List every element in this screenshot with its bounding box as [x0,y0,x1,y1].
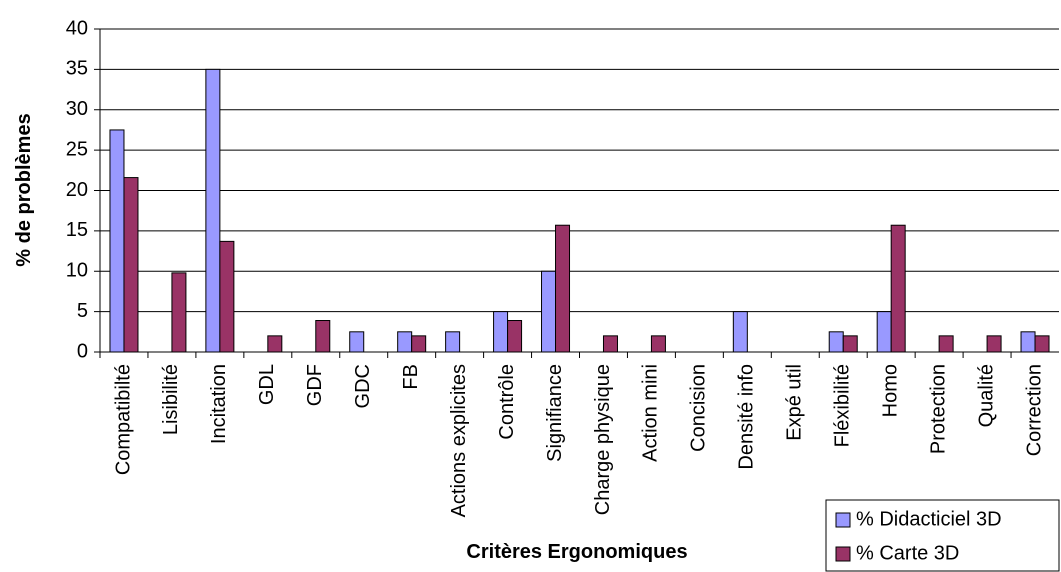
y-tick-label: 35 [66,58,88,80]
x-tick-label: Compatibilté [112,364,134,475]
bar [876,311,892,353]
x-tick-label: GDF [304,364,326,406]
bar [109,129,125,353]
y-axis-label: % de problèmes [13,113,35,266]
x-tick-label: Lisibilité [160,364,182,435]
x-tick-label: Homo [879,364,901,417]
bar [315,320,331,353]
x-tick-label: Signifiance [544,364,566,462]
x-tick-label: FB [400,364,422,390]
x-tick-label: Concision [688,364,710,452]
bar [828,331,844,353]
bar [349,331,365,353]
bar [938,335,954,353]
bar [171,272,187,353]
bar [411,335,427,353]
x-axis-label: Critères Ergonomiques [466,541,687,563]
bar [445,331,461,353]
bar [1020,331,1036,353]
bar [890,224,906,353]
bar [267,335,283,353]
x-tick-label: Fléxibilité [832,364,854,447]
x-tick-label: Qualité [975,364,997,427]
legend-label: % Didacticiel 3D [856,508,1002,530]
bar [842,335,858,353]
bar [986,335,1002,353]
bar [650,335,666,353]
y-tick-label: 15 [66,219,88,241]
bar [493,311,509,353]
legend-box [825,499,1060,572]
bar [602,335,618,353]
bar [555,224,571,353]
legend-label: % Carte 3D [856,542,959,564]
y-tick-label: 30 [66,98,88,120]
x-tick-label: Contrôle [496,364,518,440]
y-tick-label: 25 [66,138,88,160]
bar [1034,335,1050,353]
x-tick-label: Densité info [736,364,758,470]
y-tick-label: 40 [66,17,88,39]
bar [732,311,748,353]
x-tick-label: Incitation [208,364,230,444]
bar [205,68,221,353]
bar [397,331,413,353]
y-tick-label: 10 [66,260,88,282]
x-tick-label: Charge physique [592,364,614,515]
bar [541,270,557,353]
bar [123,177,139,353]
y-tick-label: 0 [77,340,88,362]
x-tick-label: Protection [927,364,949,454]
bar [507,320,523,353]
y-tick-label: 5 [77,300,88,322]
legend-swatch [835,546,851,562]
x-tick-label: GDL [256,364,278,405]
y-tick-label: 20 [66,179,88,201]
legend-swatch [835,512,851,528]
bar [219,240,235,353]
x-tick-label: Correction [1023,364,1045,456]
x-tick-label: Expé util [784,364,806,441]
x-tick-label: Actions explicites [448,364,470,517]
x-tick-label: GDC [352,364,374,408]
x-tick-label: Action mini [640,364,662,462]
